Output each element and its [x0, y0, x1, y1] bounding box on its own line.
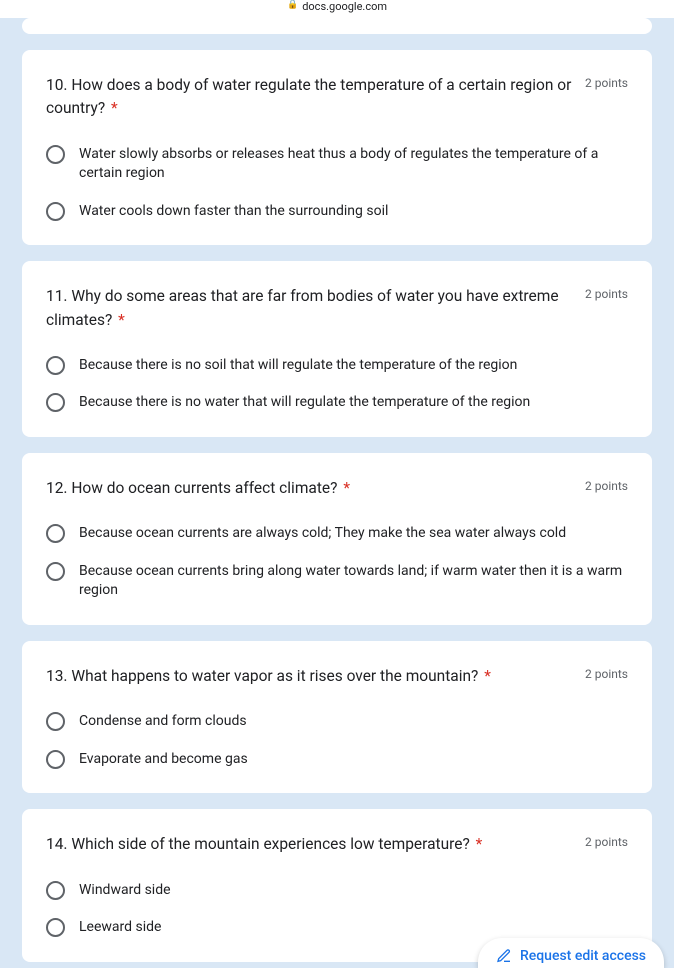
radio-icon — [46, 712, 65, 731]
question-header: 11. Why do some areas that are far from … — [46, 285, 628, 332]
radio-option[interactable]: Evaporate and become gas — [46, 750, 628, 770]
question-title: 11. Why do some areas that are far from … — [46, 285, 585, 332]
required-star: * — [480, 667, 491, 685]
option-label: Windward side — [79, 881, 171, 901]
option-label: Because ocean currents bring along water… — [79, 562, 628, 601]
question-header: 13. What happens to water vapor as it ri… — [46, 665, 628, 688]
request-edit-access-label: Request edit access — [520, 948, 646, 964]
points-label: 2 points — [585, 477, 628, 493]
question-title: 13. What happens to water vapor as it ri… — [46, 665, 585, 688]
radio-option[interactable]: Because there is no water that will regu… — [46, 393, 628, 413]
radio-icon — [46, 356, 65, 375]
url-bar: 🔒 docs.google.com — [0, 0, 674, 18]
radio-option[interactable]: Leeward side — [46, 918, 628, 938]
question-header: 14. Which side of the mountain experienc… — [46, 833, 628, 856]
question-title: 10. How does a body of water regulate th… — [46, 74, 585, 121]
required-star: * — [114, 311, 125, 329]
question-title: 12. How do ocean currents affect climate… — [46, 477, 585, 500]
question-card-13: 13. What happens to water vapor as it ri… — [22, 641, 652, 793]
required-star: * — [472, 835, 483, 853]
radio-option[interactable]: Water cools down faster than the surroun… — [46, 202, 628, 222]
radio-option[interactable]: Because ocean currents bring along water… — [46, 562, 628, 601]
radio-icon — [46, 562, 65, 581]
radio-option[interactable]: Condense and form clouds — [46, 712, 628, 732]
radio-option[interactable]: Because ocean currents are always cold; … — [46, 524, 628, 544]
option-label: Because there is no water that will regu… — [79, 393, 530, 413]
points-label: 2 points — [585, 833, 628, 849]
question-header: 12. How do ocean currents affect climate… — [46, 477, 628, 500]
radio-icon — [46, 145, 65, 164]
question-card-11: 11. Why do some areas that are far from … — [22, 261, 652, 437]
required-star: * — [107, 99, 118, 117]
radio-option[interactable]: Water slowly absorbs or releases heat th… — [46, 145, 628, 184]
radio-option[interactable]: Because there is no soil that will regul… — [46, 356, 628, 376]
request-edit-access-button[interactable]: Request edit access — [478, 938, 664, 968]
option-label: Water cools down faster than the surroun… — [79, 202, 388, 222]
option-label: Evaporate and become gas — [79, 750, 248, 770]
question-title: 14. Which side of the mountain experienc… — [46, 833, 585, 856]
lock-icon: 🔒 — [287, 0, 298, 10]
option-label: Water slowly absorbs or releases heat th… — [79, 145, 628, 184]
radio-icon — [46, 881, 65, 900]
option-label: Because ocean currents are always cold; … — [79, 524, 566, 544]
question-card-10: 10. How does a body of water regulate th… — [22, 50, 652, 245]
previous-card-bottom — [22, 18, 652, 34]
points-label: 2 points — [585, 74, 628, 90]
required-star: * — [339, 479, 350, 497]
radio-option[interactable]: Windward side — [46, 881, 628, 901]
option-label: Condense and form clouds — [79, 712, 247, 732]
radio-icon — [46, 918, 65, 937]
radio-icon — [46, 750, 65, 769]
option-label: Leeward side — [79, 918, 161, 938]
question-header: 10. How does a body of water regulate th… — [46, 74, 628, 121]
radio-icon — [46, 524, 65, 543]
points-label: 2 points — [585, 285, 628, 301]
radio-icon — [46, 202, 65, 221]
option-label: Because there is no soil that will regul… — [79, 356, 517, 376]
question-card-12: 12. How do ocean currents affect climate… — [22, 453, 652, 625]
form-container: 10. How does a body of water regulate th… — [0, 18, 674, 962]
pencil-icon — [496, 948, 512, 964]
points-label: 2 points — [585, 665, 628, 681]
radio-icon — [46, 393, 65, 412]
url-text: docs.google.com — [302, 0, 387, 13]
